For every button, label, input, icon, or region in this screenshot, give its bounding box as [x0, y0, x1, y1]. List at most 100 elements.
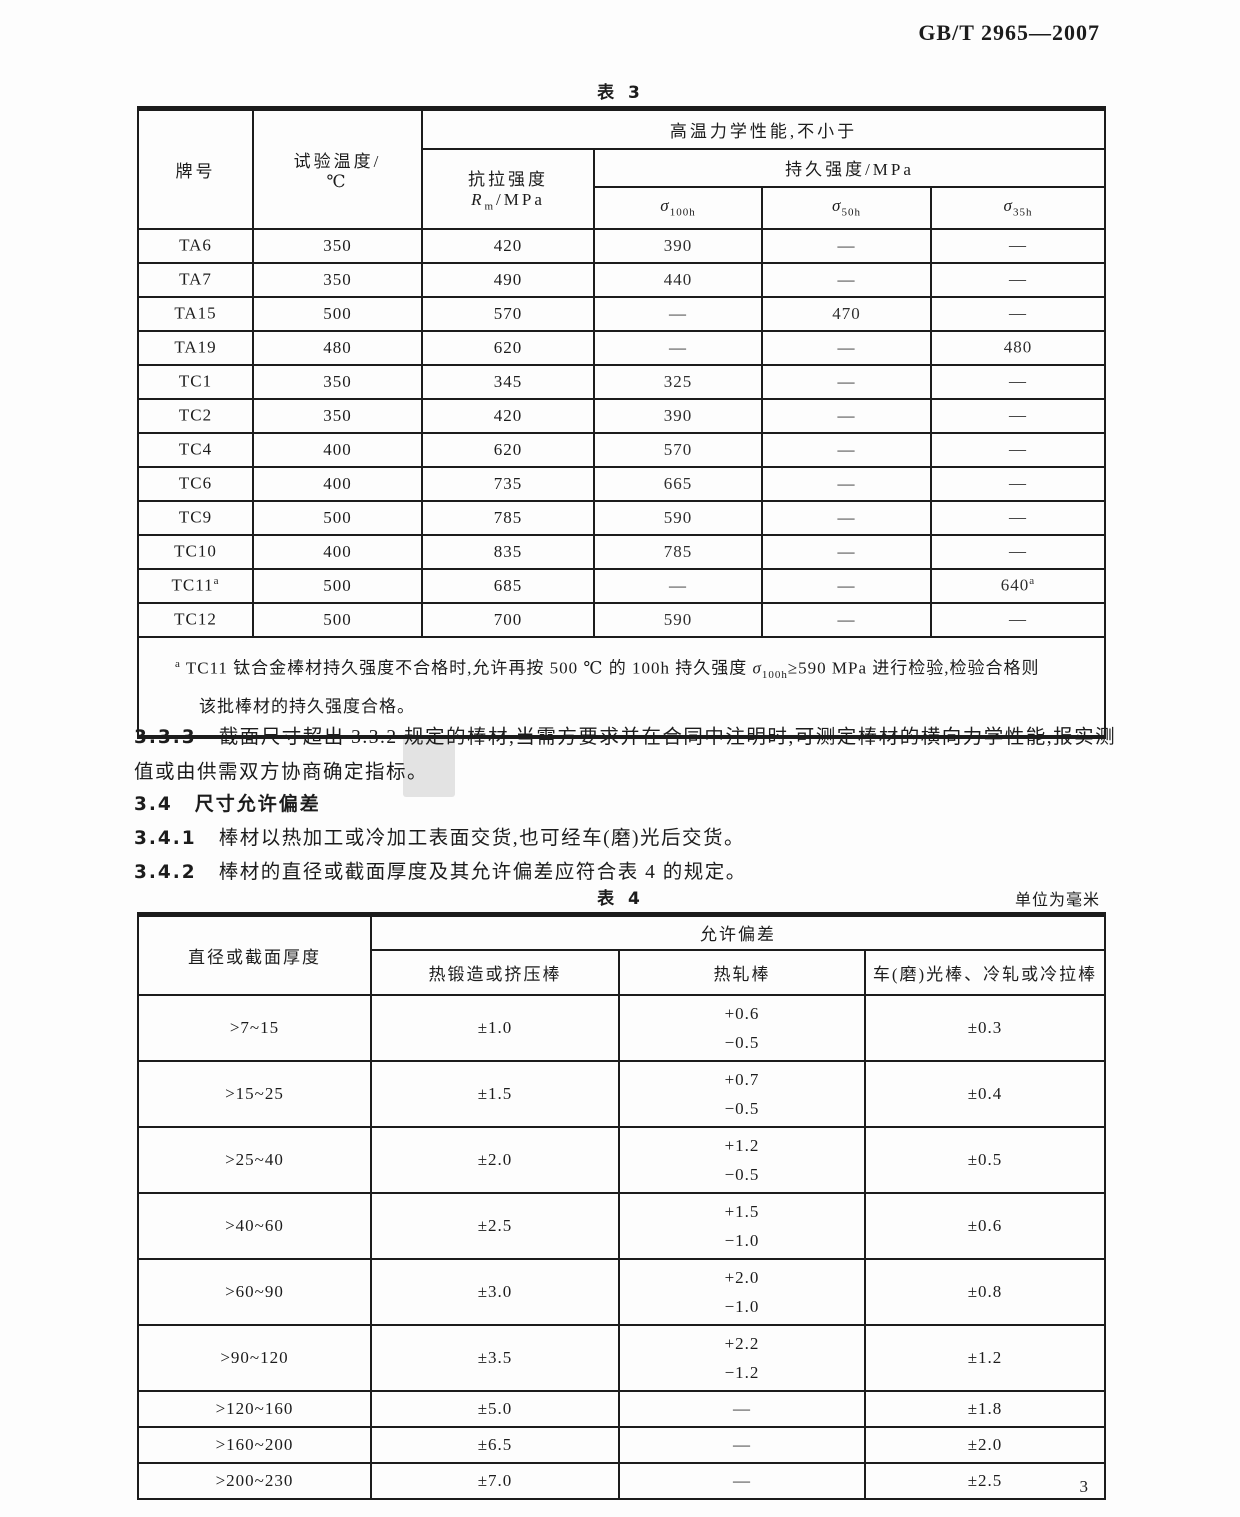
polished-cell: ±0.4 — [863, 1059, 1107, 1128]
sigma-symbol: σ — [832, 196, 842, 216]
table-3: 牌号 试验温度/ ℃ 高温力学性能,不小于 抗拉强度 Rm/MPa 持久强度/M… — [137, 106, 1106, 739]
header-tensile: 抗拉强度 Rm/MPa — [421, 147, 595, 230]
tensile-unit: /MPa — [496, 189, 545, 209]
temp-cell: 500 — [252, 295, 423, 332]
table-row: TC9 500 785 590 — — — [137, 499, 1106, 536]
header-forged: 热锻造或挤压棒 — [370, 948, 620, 996]
grade-cell: TC1 — [137, 363, 254, 400]
s50-cell: — — [761, 227, 932, 264]
heading-3-4: 3.4 尺寸允许偏差 — [134, 787, 1119, 822]
table4-header-row-1: 直径或截面厚度 允许偏差 — [137, 913, 1107, 996]
table-row: >25~40 ±2.0 +1.2 −0.5 ±0.5 — [137, 1125, 1107, 1194]
table4-title: 表 4 — [597, 889, 644, 909]
s100-cell: — — [593, 329, 763, 366]
s100-cell: 665 — [593, 465, 763, 502]
s100-cell: 325 — [593, 363, 763, 400]
tensile-symbol: R — [471, 189, 485, 209]
s100-cell: 390 — [593, 397, 763, 434]
forged-cell: ±2.0 — [370, 1125, 620, 1194]
polished-cell: ±1.8 — [863, 1389, 1107, 1428]
temp-cell: 500 — [252, 601, 423, 638]
table-row: TA7 350 490 440 — — — [137, 261, 1106, 298]
s35-cell: — — [930, 295, 1106, 332]
range-cell: >90~120 — [137, 1323, 372, 1392]
section-text: 截面尺寸超出 3.3.2 规定的棒材,当需方要求并在合同中注明时,可测定棒材的横… — [134, 727, 1117, 783]
polished-cell: ±0.5 — [863, 1125, 1107, 1194]
s35-cell: — — [930, 465, 1106, 502]
paragraph-3-3-3: 3.3.3 截面尺寸超出 3.3.2 规定的棒材,当需方要求并在合同中注明时,可测… — [134, 720, 1119, 790]
range-cell: >60~90 — [137, 1257, 372, 1326]
s100-cell: 590 — [593, 601, 763, 638]
range-cell: >7~15 — [137, 993, 372, 1062]
s100-cell: 590 — [593, 499, 763, 536]
s50-cell: — — [761, 533, 932, 570]
s50-cell: — — [761, 601, 932, 638]
test-temp-line2: ℃ — [326, 171, 349, 191]
temp-cell: 480 — [252, 329, 423, 366]
rm-cell: 620 — [421, 329, 595, 366]
section-number: 3.4 — [134, 794, 173, 815]
test-temp-line1: 试验温度/ — [293, 151, 382, 171]
header-polished: 车(磨)光棒、冷轧或冷拉棒 — [863, 948, 1107, 996]
header-grade: 牌号 — [137, 107, 254, 230]
tensile-symbol-sub: m — [484, 200, 497, 213]
table-row: TC12 500 700 590 — — — [137, 601, 1106, 638]
sigma-35-sub: 35h — [1012, 206, 1033, 219]
table3-title: 表 3 — [597, 83, 644, 103]
rm-cell: 620 — [421, 431, 595, 468]
temp-cell: 350 — [252, 227, 423, 264]
rolled-cell: +1.5 −1.0 — [618, 1191, 866, 1260]
table-row: >7~15 ±1.0 +0.6 −0.5 ±0.3 — [137, 993, 1107, 1062]
s50-cell: — — [761, 499, 932, 536]
table-row: >120~160 ±5.0 — ±1.8 — [137, 1389, 1107, 1428]
header-rolled: 热轧棒 — [618, 948, 866, 996]
polished-cell: ±0.8 — [863, 1257, 1107, 1326]
rolled-cell: — — [618, 1425, 866, 1464]
table-row: TC4 400 620 570 — — — [137, 431, 1106, 468]
grade-cell: TC10 — [137, 533, 254, 570]
forged-cell: ±6.5 — [370, 1425, 620, 1464]
grade-cell: TA6 — [137, 227, 254, 264]
table3-header-row-2: 抗拉强度 Rm/MPa 持久强度/MPa — [138, 147, 1106, 230]
table-row: >40~60 ±2.5 +1.5 −1.0 ±0.6 — [137, 1191, 1107, 1260]
s50-cell: — — [761, 363, 932, 400]
scan-smudge — [403, 735, 455, 797]
standard-number: GB/T 2965—2007 — [918, 20, 1100, 45]
sigma-100-sub: 100h — [669, 206, 696, 219]
header-sigma-100h: σ100h — [593, 185, 763, 230]
sigma-symbol: σ — [1003, 196, 1013, 216]
s50-cell: — — [761, 465, 932, 502]
forged-cell: ±7.0 — [370, 1461, 620, 1500]
temp-cell: 500 — [252, 567, 423, 604]
table3-footnote-row: a TC11 钛合金棒材持久强度不合格时,允许再按 500 ℃ 的 100h 持… — [137, 635, 1106, 738]
sigma-symbol: σ — [660, 196, 670, 216]
table-row: >60~90 ±3.0 +2.0 −1.0 ±0.8 — [137, 1257, 1107, 1326]
range-cell: >25~40 — [137, 1125, 372, 1194]
header-high-temp-group: 高温力学性能,不小于 — [421, 107, 1106, 150]
header-sigma-50h: σ50h — [761, 185, 932, 230]
s50-cell: — — [761, 261, 932, 298]
rm-cell: 685 — [421, 567, 595, 604]
unit-note: 单位为毫米 — [1014, 892, 1100, 909]
polished-cell: ±1.2 — [863, 1323, 1107, 1392]
tensile-line1: 抗拉强度 — [468, 169, 548, 189]
s100-cell: 570 — [593, 431, 763, 468]
forged-cell: ±1.0 — [370, 993, 620, 1062]
header-deviation-group: 允许偏差 — [369, 913, 1107, 951]
s50-cell: — — [761, 567, 932, 604]
forged-cell: ±1.5 — [370, 1059, 620, 1128]
s35-cell: — — [930, 261, 1106, 298]
sigma-50-sub: 50h — [841, 206, 861, 219]
s100-cell: 440 — [593, 261, 763, 298]
header-test-temp: 试验温度/ ℃ — [252, 107, 423, 230]
rolled-cell: — — [618, 1461, 866, 1500]
table-row: TA19 480 620 — — 480 — [137, 329, 1106, 366]
s35-cell: — — [930, 363, 1106, 400]
table-row: >160~200 ±6.5 — ±2.0 — [137, 1425, 1107, 1464]
polished-cell: ±0.6 — [863, 1191, 1107, 1260]
table-row: TC1 350 345 325 — — — [137, 363, 1106, 400]
rm-cell: 570 — [421, 295, 595, 332]
table-row: >90~120 ±3.5 +2.2 −1.2 ±1.2 — [137, 1323, 1107, 1392]
table3-footnote: a TC11 钛合金棒材持久强度不合格时,允许再按 500 ℃ 的 100h 持… — [137, 635, 1106, 738]
